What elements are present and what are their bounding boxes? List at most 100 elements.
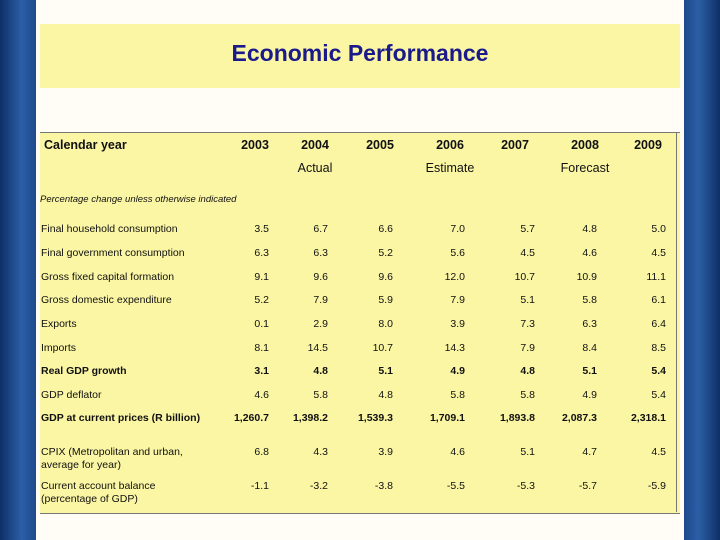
row-value: 4.9: [582, 389, 597, 401]
left-frame: [0, 0, 36, 540]
row-value: 6.3: [254, 247, 269, 259]
row-value: 4.9: [450, 365, 465, 377]
slide: Economic Performance Calendar year 2003 …: [36, 0, 684, 540]
row-label: Exports: [41, 318, 77, 330]
header-year-2005: 2005: [366, 138, 394, 152]
row-value: 6.3: [313, 247, 328, 259]
row-label: Final household consumption: [41, 223, 178, 235]
row-value: 3.9: [450, 318, 465, 330]
row-value: 7.0: [450, 223, 465, 235]
row-value: 4.3: [313, 446, 328, 458]
table-note: Percentage change unless otherwise indic…: [40, 194, 237, 205]
row-label: Gross fixed capital formation: [41, 271, 175, 283]
row-label: Gross domestic expenditure: [41, 294, 172, 306]
right-frame: [684, 0, 720, 540]
header-calendar-year: Calendar year: [44, 138, 127, 152]
row-value: -3.8: [374, 480, 393, 492]
row-value: 1,398.2: [292, 412, 328, 424]
row-value: 6.1: [651, 294, 666, 306]
title-band: [40, 24, 680, 88]
header-year-2009: 2009: [634, 138, 662, 152]
row-value: 8.4: [582, 342, 597, 354]
row-value: 4.8: [582, 223, 597, 235]
row-value: 4.8: [520, 365, 535, 377]
row-value: 14.5: [307, 342, 328, 354]
row-value: 6.7: [313, 223, 328, 235]
row-value: 5.7: [520, 223, 535, 235]
row-label: GDP deflator: [41, 389, 102, 401]
row-value: 5.8: [450, 389, 465, 401]
row-value: -5.9: [647, 480, 666, 492]
row-value: 8.5: [651, 342, 666, 354]
row-value: 11.1: [646, 271, 666, 283]
row-value: 5.8: [582, 294, 597, 306]
row-value: 8.1: [254, 342, 269, 354]
row-value: -5.3: [516, 480, 535, 492]
row-value: 7.9: [520, 342, 535, 354]
row-label: Final government consumption: [41, 247, 185, 259]
row-value: 1,539.3: [357, 412, 393, 424]
row-value: -3.2: [309, 480, 328, 492]
row-value: 4.5: [651, 247, 666, 259]
row-value: 14.3: [444, 342, 465, 354]
header-year-2004: 2004: [301, 138, 329, 152]
table-right-border: [676, 132, 677, 512]
row-value: 10.7: [514, 271, 535, 283]
row-value: 9.6: [378, 271, 393, 283]
row-label: CPIX (Metropolitan and urban, average fo…: [41, 446, 183, 471]
row-value: 6.6: [378, 223, 393, 235]
row-value: 3.5: [254, 223, 269, 235]
row-value: 0.1: [254, 318, 269, 330]
row-value: 5.1: [378, 365, 393, 377]
row-value: 5.1: [520, 294, 535, 306]
row-value: 4.6: [254, 389, 269, 401]
header-year-2008: 2008: [571, 138, 599, 152]
row-value: 9.6: [313, 271, 328, 283]
row-value: 9.1: [254, 271, 269, 283]
row-label: Real GDP growth: [41, 365, 127, 377]
header-year-2007: 2007: [501, 138, 529, 152]
row-value: 1,709.1: [429, 412, 465, 424]
row-value: 4.6: [450, 446, 465, 458]
row-value: 4.8: [313, 365, 328, 377]
row-value: 5.8: [313, 389, 328, 401]
row-value: 4.5: [651, 446, 666, 458]
row-value: 5.0: [651, 223, 666, 235]
row-label: Imports: [41, 342, 77, 354]
header-year-2003: 2003: [241, 138, 269, 152]
row-value: 3.1: [254, 365, 269, 377]
row-value: -5.7: [578, 480, 597, 492]
row-value: 10.9: [576, 271, 597, 283]
row-value: 5.4: [651, 365, 666, 377]
row-label: GDP at current prices (R billion): [41, 412, 201, 424]
row-value: 5.6: [450, 247, 465, 259]
row-value: 10.7: [372, 342, 393, 354]
header-year-2006: 2006: [436, 138, 464, 152]
row-value: 6.8: [254, 446, 269, 458]
row-value: 5.9: [378, 294, 393, 306]
row-value: 2,087.3: [561, 412, 597, 424]
row-value: 5.2: [254, 294, 269, 306]
row-value: 5.1: [520, 446, 535, 458]
row-value: 5.1: [582, 365, 597, 377]
row-value: 2,318.1: [630, 412, 666, 424]
row-value: 5.2: [378, 247, 393, 259]
row-value: 12.0: [444, 271, 465, 283]
row-value: 4.5: [520, 247, 535, 259]
group-actual: Actual: [297, 161, 333, 175]
row-value: 1,260.7: [233, 412, 269, 424]
row-value: 8.0: [378, 318, 393, 330]
row-value: 6.4: [651, 318, 666, 330]
row-label: Current account balance (percentage of G…: [41, 480, 156, 505]
row-value: 3.9: [378, 446, 393, 458]
row-value: 5.4: [651, 389, 666, 401]
row-value: 2.9: [313, 318, 328, 330]
row-value: 4.7: [582, 446, 597, 458]
row-value: 6.3: [582, 318, 597, 330]
economic-table: Calendar year 2003 2004 2005 2006 2007 2…: [40, 132, 680, 514]
row-value: 7.9: [313, 294, 328, 306]
row-value: 7.9: [450, 294, 465, 306]
row-value: -1.1: [250, 480, 269, 492]
row-value: 1,893.8: [499, 412, 535, 424]
row-value: -5.5: [446, 480, 465, 492]
